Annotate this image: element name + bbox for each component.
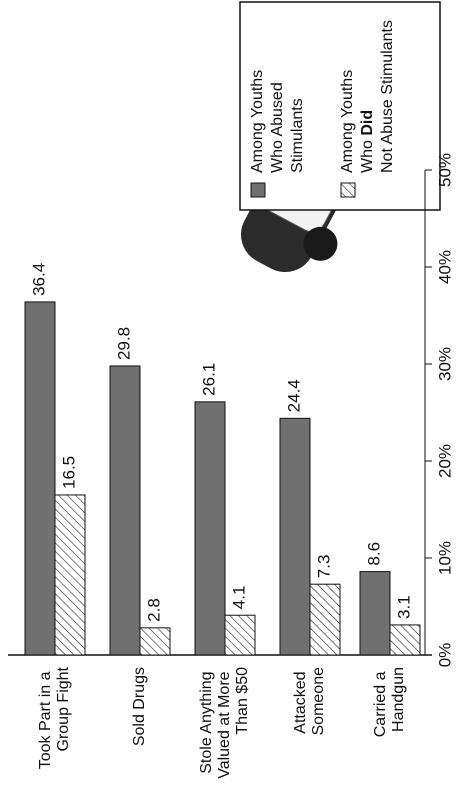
bar [390, 625, 420, 655]
y-tick-label: 40% [435, 250, 454, 284]
chart: 0% 10% 20% 30% 40% 50% Took Part in a Group Fi… [0, 0, 460, 785]
bar [360, 572, 390, 655]
data-label: 29.8 [114, 327, 133, 360]
data-label: 7.3 [314, 555, 333, 579]
y-tick-label: 10% [435, 541, 454, 575]
data-label: 4.1 [229, 586, 248, 610]
data-label: 2.8 [144, 598, 163, 622]
page: 0% 10% 20% 30% 40% 50% Took Part in a Group Fi… [0, 0, 460, 785]
x-tick-label: Took Part in a Group Fight [37, 666, 72, 769]
data-label: 8.6 [364, 542, 383, 566]
bar [110, 366, 140, 655]
data-label: 26.1 [199, 363, 218, 396]
plot: 0% 10% 20% 30% 40% 50% Took Part in a Group Fi… [8, 2, 454, 779]
bar [55, 495, 85, 655]
bar [280, 418, 310, 655]
x-tick-label: Carried a Handgun [372, 667, 407, 737]
legend-swatch [341, 183, 355, 197]
x-tick-label: Stole Anything Valued at More Than $50 [198, 667, 251, 779]
bar [140, 628, 170, 655]
data-label: 3.1 [394, 595, 413, 619]
data-label: 16.5 [59, 456, 78, 489]
bar [310, 584, 340, 655]
data-label: 24.4 [284, 379, 303, 412]
y-tick-label: 30% [435, 347, 454, 381]
y-tick-label: 20% [435, 444, 454, 478]
x-tick-label: Sold Drugs [131, 667, 148, 746]
y-tick-label: 0% [435, 643, 454, 668]
bar [225, 615, 255, 655]
x-tick-label: Attacked Someone [292, 667, 327, 736]
bar [195, 402, 225, 655]
legend-swatch [251, 183, 265, 197]
bar [25, 302, 55, 655]
y-tick-label: 50% [435, 153, 454, 187]
data-label: 36.4 [29, 263, 48, 296]
